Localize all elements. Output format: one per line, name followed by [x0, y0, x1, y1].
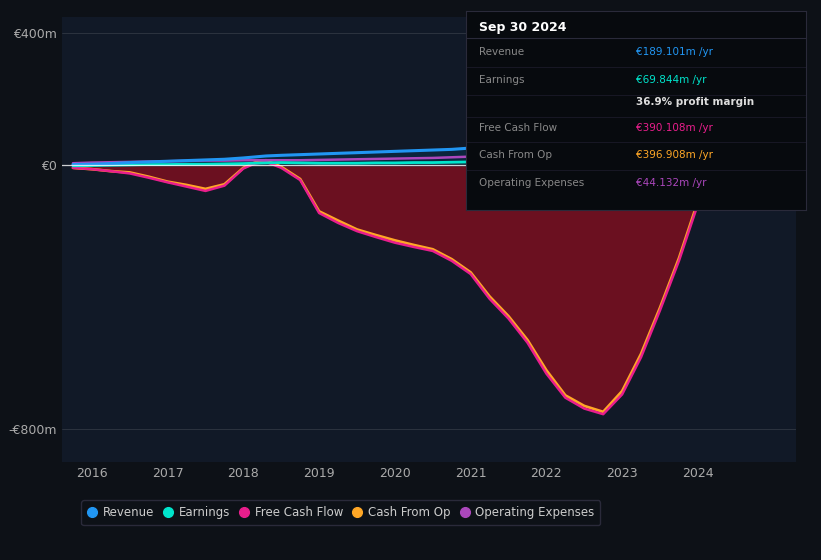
Text: €69.844m /yr: €69.844m /yr — [635, 75, 706, 85]
Text: 36.9% profit margin: 36.9% profit margin — [635, 97, 754, 107]
Text: Revenue: Revenue — [479, 47, 525, 57]
Text: €396.908m /yr: €396.908m /yr — [635, 151, 713, 160]
Legend: Revenue, Earnings, Free Cash Flow, Cash From Op, Operating Expenses: Revenue, Earnings, Free Cash Flow, Cash … — [81, 500, 600, 525]
Text: €44.132m /yr: €44.132m /yr — [635, 178, 706, 188]
Text: €189.101m /yr: €189.101m /yr — [635, 47, 713, 57]
Text: €390.108m /yr: €390.108m /yr — [635, 123, 713, 133]
Text: Free Cash Flow: Free Cash Flow — [479, 123, 557, 133]
Text: Cash From Op: Cash From Op — [479, 151, 553, 160]
Text: Earnings: Earnings — [479, 75, 525, 85]
Text: Operating Expenses: Operating Expenses — [479, 178, 585, 188]
Text: Sep 30 2024: Sep 30 2024 — [479, 21, 566, 34]
